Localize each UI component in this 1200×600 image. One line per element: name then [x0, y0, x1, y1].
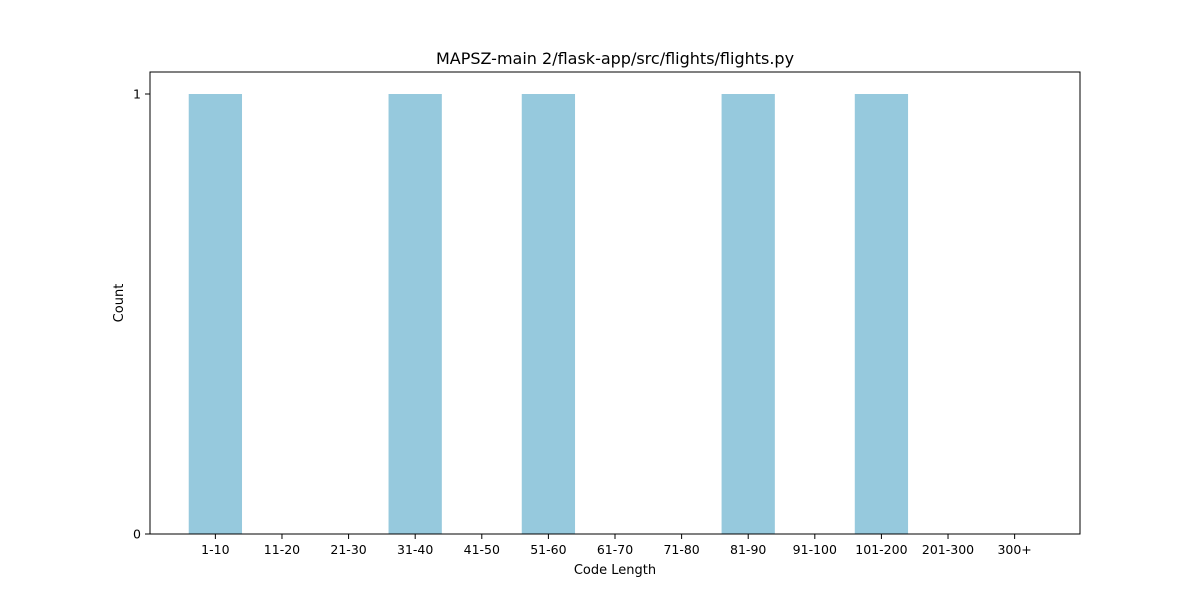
x-tick-label: 51-60: [530, 542, 566, 557]
x-tick-label: 71-80: [663, 542, 699, 557]
x-tick-label: 11-20: [264, 542, 300, 557]
chart-title: MAPSZ-main 2/flask-app/src/flights/fligh…: [436, 49, 794, 68]
y-tick-label: 1: [133, 87, 141, 102]
x-tick-label: 81-90: [730, 542, 766, 557]
bar-51-60: [521, 94, 576, 534]
x-tick-label: 21-30: [330, 542, 366, 557]
x-axis-label: Code Length: [574, 563, 656, 578]
x-axis-ticks: 1-10 11-20 21-30 31-40 41-50 51-60 61-70 71-80 8…: [201, 534, 1032, 557]
plot-frame: [149, 71, 1081, 535]
y-axis-ticks: 01: [133, 87, 150, 542]
x-tick-label: 31-40: [397, 542, 433, 557]
x-tick-label: 201-300: [922, 542, 974, 557]
bar-81-90: [721, 94, 775, 534]
x-tick-label: 61-70: [597, 542, 633, 557]
x-tick-label: 300+: [997, 542, 1031, 557]
bar-101-200: [854, 94, 909, 534]
y-tick-label: 0: [133, 527, 141, 542]
x-tick-label: 101-200: [855, 542, 907, 557]
y-axis-label: Count: [112, 284, 127, 323]
bars-layer: [188, 94, 909, 534]
x-tick-label: 1-10: [201, 542, 229, 557]
x-tick-label: 91-100: [793, 542, 837, 557]
x-tick-label: 41-50: [464, 542, 500, 557]
bar-31-40: [388, 94, 442, 534]
bar-1-10: [188, 94, 243, 534]
